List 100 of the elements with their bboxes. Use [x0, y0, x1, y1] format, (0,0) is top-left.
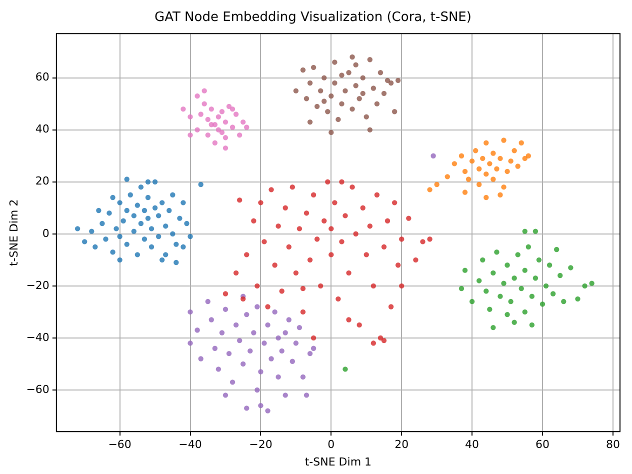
- point: [484, 288, 489, 294]
- point: [504, 312, 510, 318]
- point: [322, 218, 327, 224]
- point: [198, 182, 204, 188]
- point: [512, 320, 517, 325]
- point: [462, 168, 468, 174]
- x-tick-label: 80: [606, 438, 620, 452]
- point: [272, 262, 278, 268]
- point: [170, 231, 176, 236]
- point: [339, 179, 344, 184]
- point: [131, 228, 137, 234]
- x-tick-label: −20: [249, 438, 272, 452]
- point: [290, 358, 296, 364]
- point: [550, 291, 556, 296]
- point: [208, 106, 214, 112]
- y-axis-title: t-SNE Dim 2: [7, 199, 20, 266]
- point: [490, 324, 496, 330]
- y-tick-label: 60: [35, 70, 50, 84]
- point: [198, 112, 204, 117]
- point: [472, 148, 478, 154]
- point: [413, 257, 418, 263]
- point: [399, 283, 404, 289]
- point: [216, 114, 222, 120]
- point: [198, 356, 204, 362]
- point: [286, 244, 292, 250]
- y-tick-label: −60: [26, 382, 50, 396]
- point: [532, 228, 538, 234]
- point: [212, 140, 218, 146]
- point: [194, 328, 200, 333]
- point: [145, 179, 151, 184]
- x-tick-label: −60: [108, 438, 132, 452]
- point: [110, 250, 116, 255]
- point: [156, 234, 162, 240]
- point: [526, 244, 532, 250]
- point: [504, 168, 510, 174]
- point: [490, 150, 496, 156]
- point: [290, 184, 296, 190]
- point: [222, 291, 228, 296]
- point: [360, 90, 366, 96]
- point: [138, 184, 144, 190]
- point: [134, 252, 140, 258]
- point: [240, 296, 246, 302]
- point: [279, 288, 284, 294]
- point: [251, 330, 256, 336]
- point: [392, 109, 398, 114]
- point: [536, 257, 542, 263]
- point: [265, 408, 270, 414]
- point: [307, 257, 313, 263]
- point: [476, 182, 482, 188]
- point: [222, 135, 228, 140]
- point: [300, 374, 306, 380]
- point: [318, 88, 324, 94]
- point: [543, 283, 549, 289]
- point: [219, 330, 225, 336]
- point: [216, 127, 222, 132]
- point: [216, 366, 222, 372]
- point: [444, 174, 450, 180]
- point: [208, 122, 214, 128]
- point: [117, 234, 122, 240]
- point: [194, 93, 200, 99]
- y-tick-label: 20: [35, 174, 50, 188]
- point: [205, 116, 210, 122]
- point: [381, 244, 387, 250]
- point: [328, 130, 334, 136]
- point: [251, 218, 256, 224]
- point: [159, 200, 165, 206]
- point: [205, 132, 210, 138]
- x-tick-label: 60: [536, 438, 550, 452]
- point: [103, 236, 108, 242]
- point: [360, 205, 366, 210]
- point: [350, 106, 355, 112]
- y-tick-label: −40: [26, 330, 50, 344]
- point: [74, 226, 80, 232]
- point: [92, 244, 98, 250]
- point: [346, 70, 352, 76]
- point: [332, 200, 338, 206]
- point: [462, 268, 468, 273]
- point: [374, 192, 380, 198]
- point: [462, 190, 468, 195]
- point: [568, 265, 574, 270]
- point: [487, 306, 492, 312]
- point: [518, 286, 524, 292]
- point: [202, 88, 207, 94]
- point: [300, 67, 306, 73]
- point: [233, 112, 239, 117]
- point: [325, 179, 330, 184]
- point: [244, 312, 250, 318]
- point: [236, 338, 242, 344]
- point: [384, 78, 390, 84]
- point: [184, 220, 190, 226]
- point: [325, 109, 330, 114]
- point: [522, 309, 528, 315]
- point: [469, 298, 475, 304]
- point: [293, 270, 299, 276]
- point: [458, 286, 464, 292]
- point: [156, 213, 162, 218]
- point: [188, 234, 193, 240]
- point: [145, 216, 151, 221]
- point: [117, 200, 122, 206]
- point: [434, 182, 440, 188]
